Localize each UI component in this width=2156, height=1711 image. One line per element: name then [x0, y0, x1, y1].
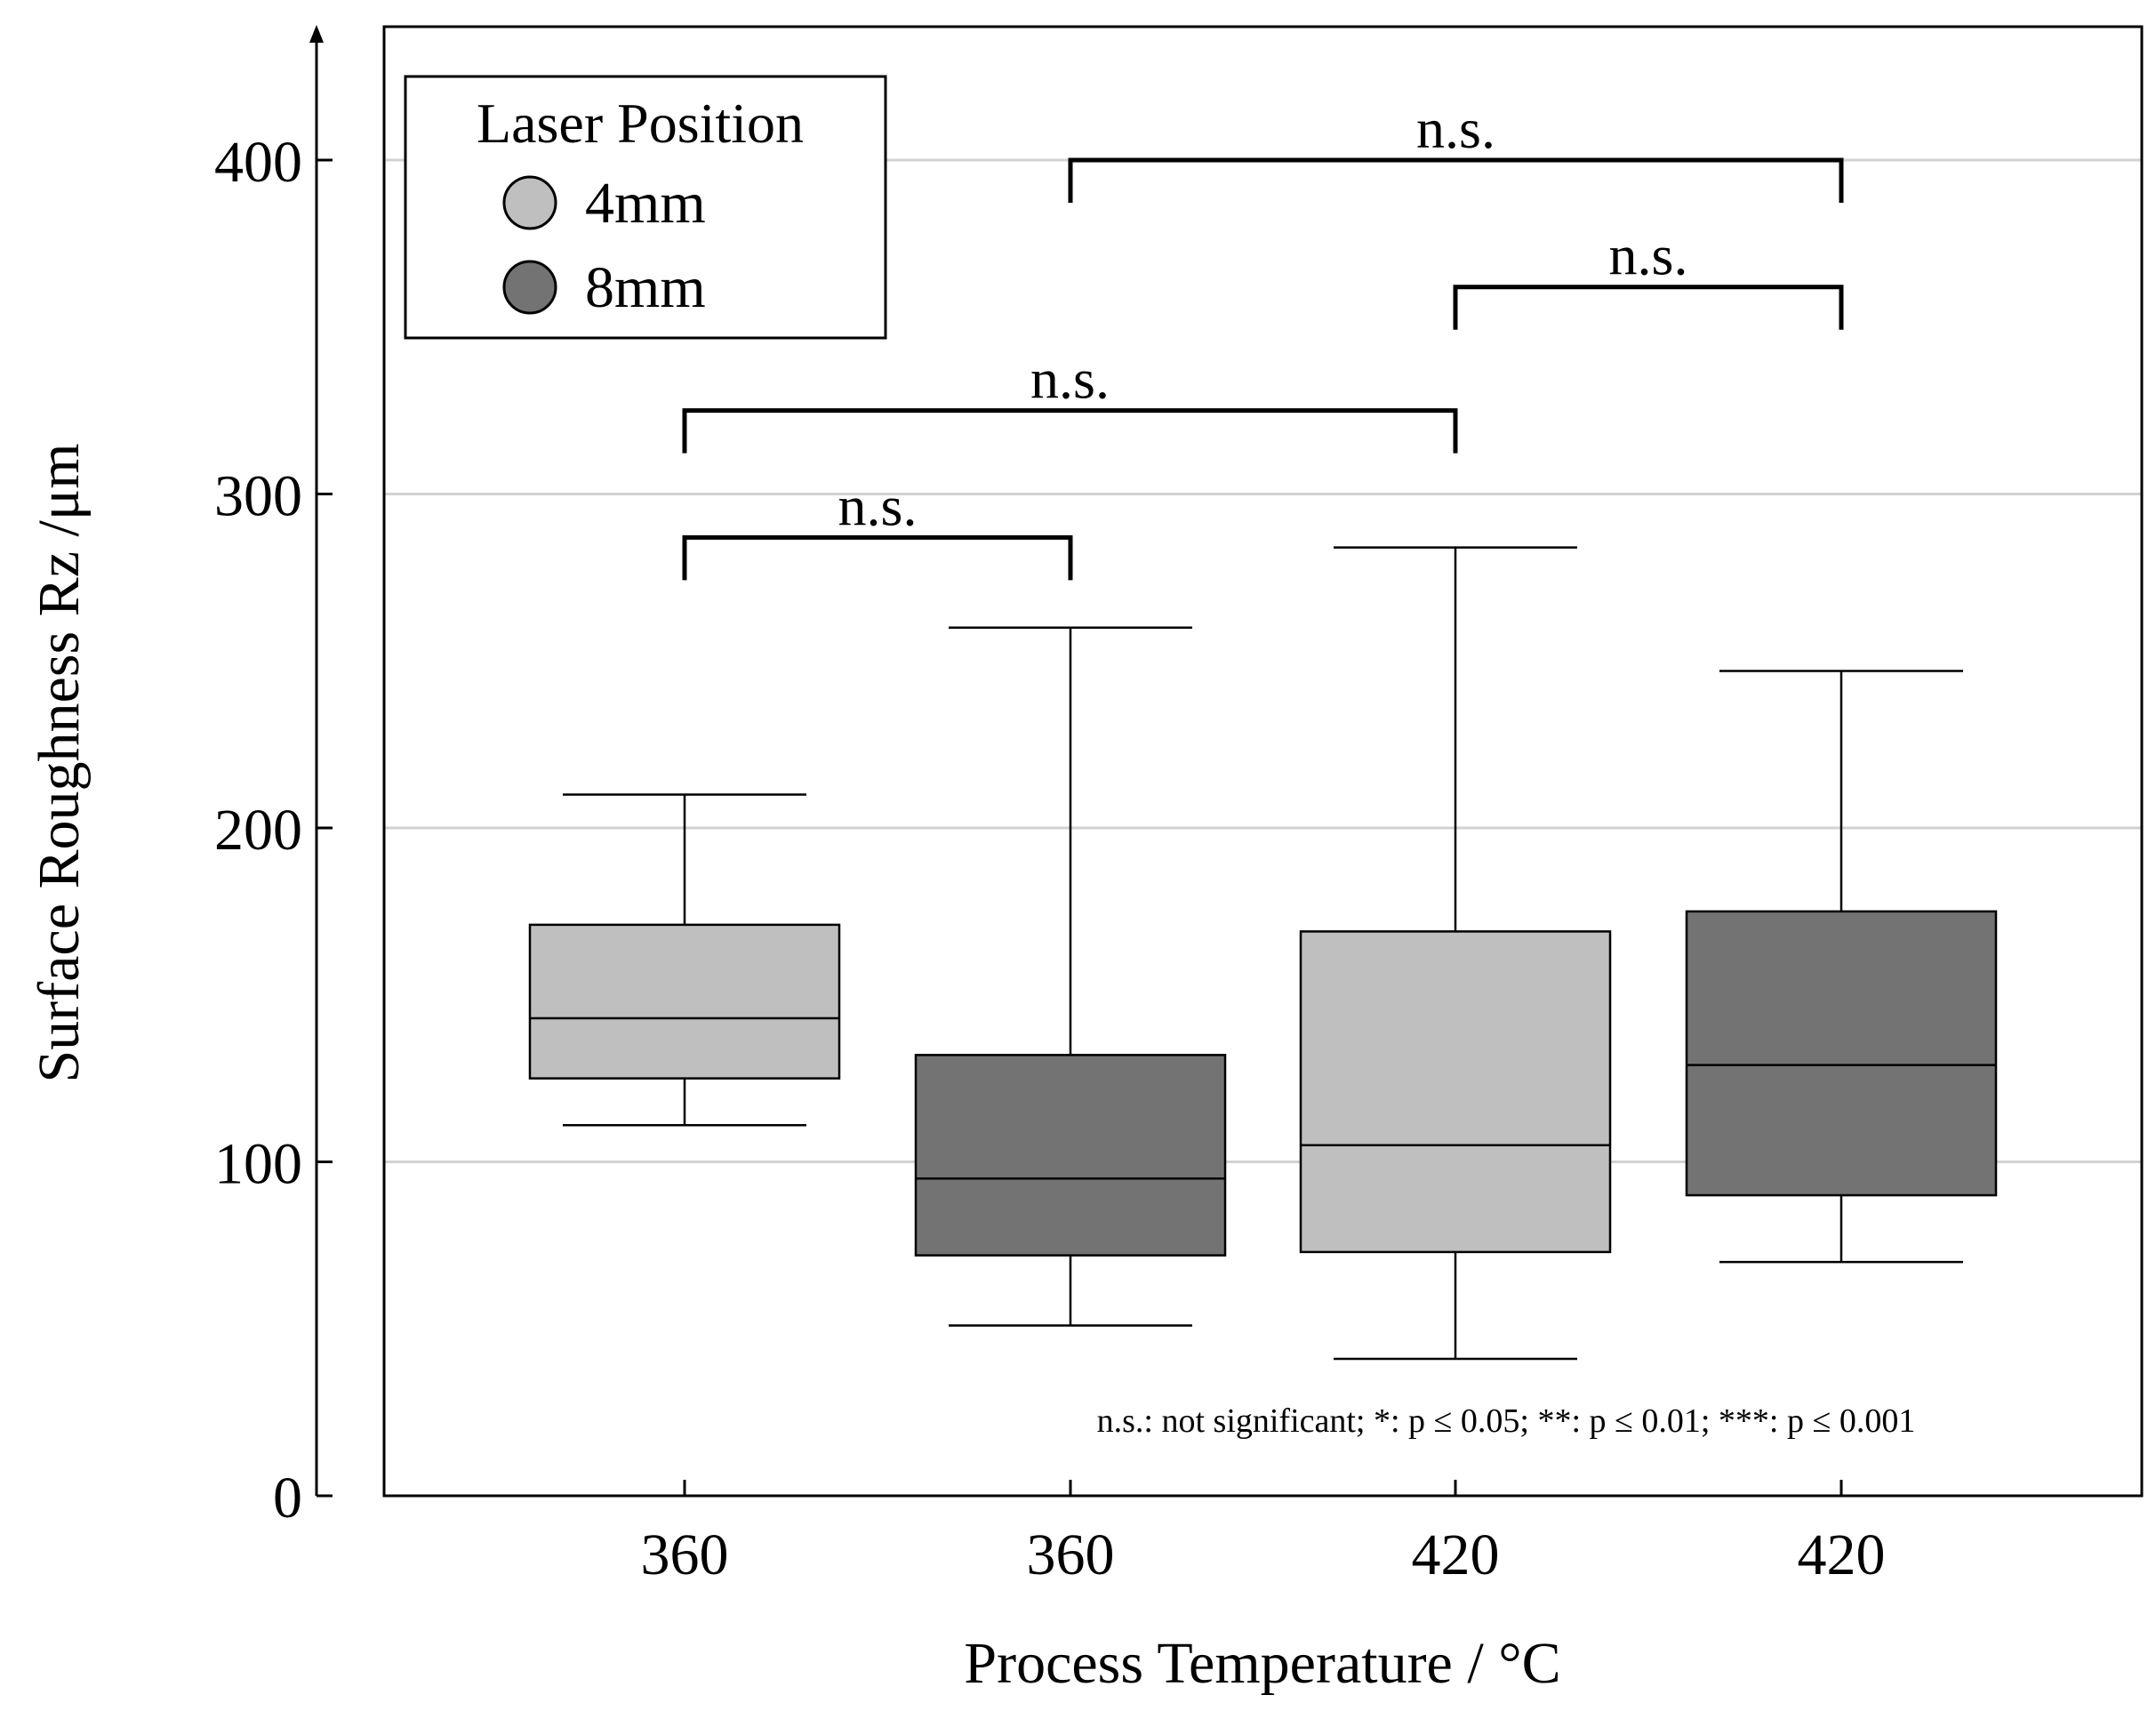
- x-axis-label: Process Temperature / °C: [964, 1631, 1560, 1696]
- box-rect-1: [914, 1054, 1227, 1257]
- box-2: [1299, 546, 1612, 1361]
- box-rect-0: [528, 923, 841, 1080]
- boxes-layer: [528, 546, 1998, 1361]
- box-0: [528, 793, 841, 1127]
- box-1: [914, 626, 1227, 1327]
- significance-label-1: n.s.: [1030, 348, 1110, 411]
- legend-box: [404, 75, 887, 340]
- legend-label-4mm: 4mm: [585, 171, 706, 236]
- ticks-layer: 0 100 200 300 400 360 360 420 420: [214, 130, 1886, 1587]
- significance-footnote: n.s.: not significant; *: p ≤ 0.05; **: …: [1097, 1402, 1916, 1440]
- y-tick-label-200: 200: [214, 798, 302, 863]
- plot-frame: [382, 25, 2144, 1498]
- x-tick-label-0: 360: [641, 1522, 729, 1587]
- legend-label-8mm: 8mm: [585, 255, 706, 320]
- significance-bracket-2: [1453, 285, 1844, 330]
- significance-label-2: n.s.: [1609, 224, 1688, 287]
- significance-layer: n.s. n.s. n.s. n.s.: [682, 97, 1844, 581]
- axes-layer: [309, 25, 2144, 1498]
- y-tick-label-100: 100: [214, 1132, 302, 1197]
- x-tick-label-2: 420: [1412, 1522, 1500, 1587]
- box-rect-2: [1299, 930, 1612, 1254]
- legend: Laser Position 4mm 8mm: [404, 75, 887, 340]
- y-tick-label-0: 0: [273, 1466, 302, 1530]
- significance-bracket-3: [1068, 157, 1844, 203]
- significance-label-3: n.s.: [1416, 97, 1495, 160]
- significance-bracket-1: [682, 408, 1458, 454]
- legend-title: Laser Position: [477, 92, 804, 155]
- box-3: [1685, 670, 1998, 1264]
- significance-label-0: n.s.: [838, 474, 918, 537]
- box-rect-3: [1685, 910, 1998, 1197]
- significance-bracket-0: [682, 534, 1073, 581]
- y-axis-label: Surface Roughness Rz /μm: [27, 443, 92, 1082]
- x-tick-label-1: 360: [1027, 1522, 1115, 1587]
- legend-swatch-8mm: [502, 260, 557, 315]
- legend-swatch-4mm: [502, 175, 557, 230]
- y-axis-arrow: [309, 25, 324, 43]
- y-tick-label-300: 300: [214, 464, 302, 529]
- y-tick-label-400: 400: [214, 130, 302, 195]
- x-tick-label-3: 420: [1798, 1522, 1886, 1587]
